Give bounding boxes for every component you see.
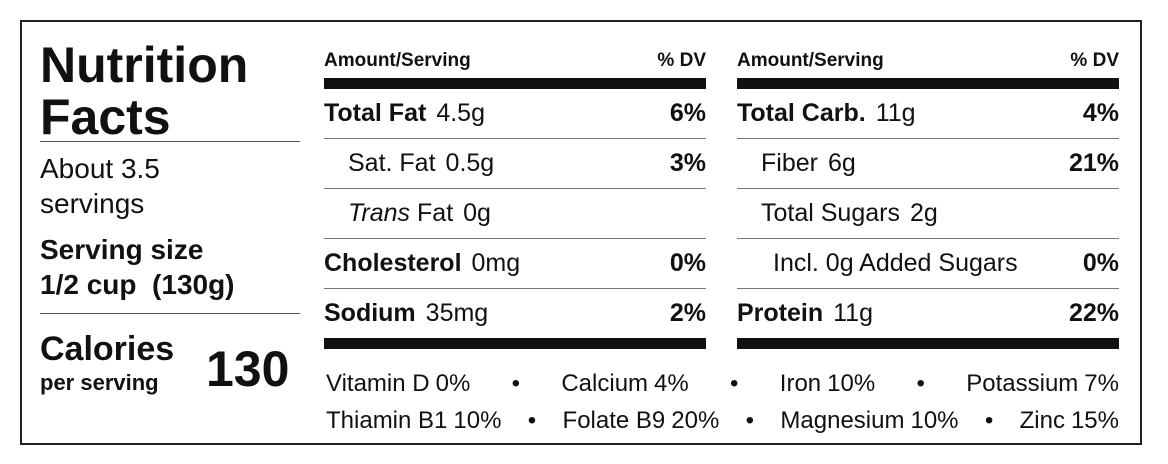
amount: 4.5g [436, 99, 485, 127]
separator: • [745, 407, 755, 434]
nutrient-table: Amount/Serving % DV Total Carb. 11g 4% Fibe… [737, 44, 1119, 349]
vitamin-name: Magnesium [780, 407, 905, 434]
dv: 21% [1068, 149, 1119, 177]
nutrient-table: Amount/Serving % DV Total Fat 4.5g 6% Sat. … [324, 44, 706, 349]
nutrient-row: Fiber 6g 21% [737, 139, 1119, 189]
nutrient-row: Trans Fat 0g [324, 189, 706, 239]
amount: 35mg [425, 299, 489, 327]
vitamin-name: Thiamin B1 [326, 407, 448, 434]
dv: 6% [669, 99, 706, 127]
divider [40, 141, 300, 142]
thick-bar [324, 338, 706, 349]
col-header: % DV [657, 50, 706, 71]
servings: About 3.5 [40, 153, 160, 184]
thick-bar [737, 78, 1119, 89]
vitamin-dv: 0% [435, 370, 471, 397]
nutrient-name: Sodium [324, 299, 416, 327]
amount: 0.5g [445, 149, 495, 177]
nutrient-name: Fiber [761, 149, 818, 177]
vitamin-line: Thiamin B1 10% • Folate B9 20% • Magnesium 10% •… [326, 407, 1119, 435]
nutrient-name: Incl. 0g Added Sugars [773, 249, 1018, 277]
dv: 0% [669, 249, 706, 277]
nutrient-name: Total Fat [324, 99, 427, 127]
vitamin-item: Iron 10% [780, 370, 875, 398]
nutrient-name: Sat. Fat [348, 149, 436, 177]
vitamin-item: Thiamin B1 10% [326, 407, 501, 435]
serving-size-value: 1/2 cup (130g) [40, 269, 235, 300]
nutrient-row: Total Carb. 11g 4% [737, 89, 1119, 139]
nutrient-row: Sat. Fat 0.5g 3% [324, 139, 706, 189]
nutrient-row: Total Fat 4.5g 6% [324, 89, 706, 139]
thick-bar [324, 78, 706, 89]
calories-sub: per serving [40, 370, 159, 395]
nutrient-name: Trans [348, 199, 411, 227]
vitamin-item: Folate B9 20% [563, 407, 720, 435]
nutrient-name: Cholesterol [324, 249, 462, 277]
nutrient-row: Sodium 35mg 2% [324, 289, 706, 338]
vitamin-item: Potassium 7% [966, 370, 1119, 398]
separator: • [984, 407, 994, 434]
amount: 11g [833, 299, 873, 327]
vitamin-item: Calcium 4% [561, 370, 688, 398]
separator: • [730, 370, 739, 397]
vitamin-item: Zinc 15% [1020, 407, 1119, 435]
amount: 0mg [471, 249, 521, 277]
vitamin-dv: 10% [453, 407, 502, 434]
vitamin-dv: 20% [671, 407, 720, 434]
nutrient-name: Total Carb. [737, 99, 866, 127]
vitamin-dv: 10% [910, 407, 959, 434]
vitamin-line: Vitamin D 0% • Calcium 4% • Iron 10% • Potassium 7… [326, 370, 1119, 398]
serving-size-label: Serving size [40, 234, 204, 265]
vitamin-name: Calcium [561, 370, 649, 397]
nutrient-name: Protein [737, 299, 824, 327]
dv: 0% [1082, 249, 1119, 277]
divider [40, 313, 300, 314]
amount: 11g [875, 99, 916, 127]
nutrient-row: Total Sugars 2g [737, 189, 1119, 239]
col-header: Amount/Serving [737, 50, 884, 71]
separator: • [916, 370, 925, 397]
vitamin-name: Vitamin D [326, 370, 430, 397]
dv: 4% [1082, 99, 1119, 127]
amount: 0g [463, 199, 491, 227]
nutrient-name: Fat [417, 199, 454, 227]
vitamin-name: Folate B9 [562, 407, 666, 434]
vitamin-dv: 15% [1070, 407, 1119, 434]
nutrient-name: Total Sugars [761, 199, 900, 227]
amount: 6g [827, 149, 856, 177]
vitamin-dv: 7% [1084, 370, 1119, 397]
nutrient-row: Incl. 0g Added Sugars 0% [737, 239, 1119, 289]
thick-bar [737, 338, 1119, 349]
table-header: Amount/Serving % DV [324, 44, 706, 78]
vitamin-item: Magnesium 10% [780, 407, 958, 435]
title: Facts [40, 89, 171, 145]
dv: 3% [669, 149, 706, 177]
separator: • [511, 370, 521, 397]
nutrition-label: Nutrition Facts About 3.5 servings Servi… [20, 20, 1142, 445]
nutrient-row: Protein 11g 22% [737, 289, 1119, 338]
calories-label: Calories [40, 330, 175, 368]
vitamin-dv: 10% [827, 370, 876, 397]
vitamin-name: Potassium [966, 370, 1079, 397]
vitamin-dv: 4% [654, 370, 689, 397]
dv: 2% [669, 299, 706, 327]
col-header: % DV [1070, 50, 1119, 71]
amount: 2g [909, 199, 938, 227]
table-header: Amount/Serving % DV [737, 44, 1119, 78]
vitamin-name: Zinc [1019, 407, 1065, 434]
nutrient-row: Cholesterol 0mg 0% [324, 239, 706, 289]
vitamin-name: Iron [779, 370, 822, 397]
col-header: Amount/Serving [324, 50, 471, 71]
title: Nutrition [40, 37, 249, 93]
servings: servings [40, 188, 145, 219]
separator: • [527, 407, 537, 434]
vitamin-item: Vitamin D 0% [326, 370, 470, 398]
dv: 22% [1068, 299, 1119, 327]
calories-value: 130 [206, 341, 290, 397]
